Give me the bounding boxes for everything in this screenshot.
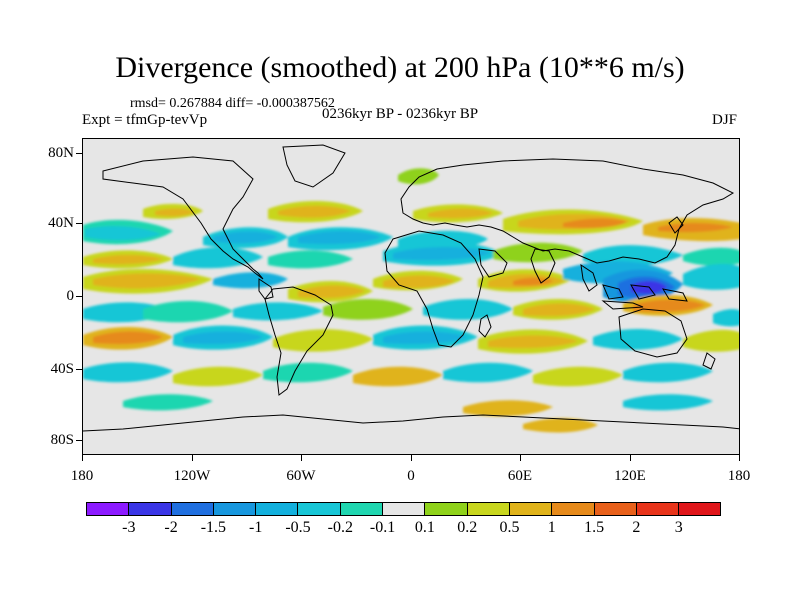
colorbar-swatch (212, 502, 257, 516)
colorbar-label: -0.1 (369, 519, 396, 536)
colorbar-label: -0.5 (285, 519, 311, 536)
colorbar-label: 2 (632, 519, 641, 536)
colorbar-swatch (635, 502, 680, 516)
colorbar-swatch (128, 502, 172, 516)
y-label-80n: 80N (48, 145, 74, 161)
colorbar-swatch (170, 502, 214, 516)
colorbar-swatch (297, 502, 341, 516)
colorbar-label: 1.5 (584, 519, 605, 536)
colorbar-label: -1 (249, 519, 263, 536)
colorbar-swatch (382, 502, 426, 516)
colorbar-swatch (678, 502, 722, 516)
colorbar-swatch (551, 502, 595, 516)
x-label-180-east: 180 (727, 468, 751, 484)
experiment-label: Expt = tfmGp-tevVp (82, 112, 208, 128)
colorbar-label: 0.1 (414, 519, 435, 536)
stats-line: rmsd= 0.267884 diff= -0.000387562 (130, 96, 335, 111)
x-label-120e: 120E (614, 468, 646, 484)
season-label: DJF (712, 112, 738, 128)
colorbar-label: 3 (674, 519, 683, 536)
y-label-80s: 80S (50, 432, 74, 448)
x-label-120w: 120W (173, 468, 211, 484)
x-label-60e: 60E (507, 468, 533, 484)
colorbar-label: -0.2 (327, 519, 353, 536)
period-label: 0236kyr BP - 0236kyr BP (322, 106, 479, 122)
y-label-40n: 40N (48, 215, 74, 231)
colorbar-swatch (508, 502, 553, 516)
colorbar-label: 0.5 (499, 519, 520, 536)
x-label-180-west: 180 (70, 468, 94, 484)
x-label-60w: 60W (286, 468, 316, 484)
coastlines (83, 144, 739, 432)
y-label-40s: 40S (50, 361, 74, 377)
plot-title: Divergence (smoothed) at 200 hPa (10**6 … (115, 51, 685, 84)
colorbar-swatch (424, 502, 468, 516)
colorbar-swatch (339, 502, 384, 516)
divergence-map (82, 138, 740, 455)
colorbar-label: -3 (122, 519, 136, 536)
colorbar-label: 0.2 (457, 519, 478, 536)
y-label-0: 0 (66, 288, 75, 304)
colorbar-label: -1.5 (200, 519, 227, 536)
divergence-field (83, 139, 739, 454)
colorbar-label: -2 (164, 519, 178, 536)
colorbar-swatch (466, 502, 510, 516)
x-label-0: 0 (407, 468, 415, 484)
colorbar-label: 1 (547, 519, 556, 536)
colorbar-swatch (593, 502, 637, 516)
colorbar-swatch (255, 502, 299, 516)
colorbar-swatch (86, 502, 130, 516)
colorbar (86, 502, 722, 516)
